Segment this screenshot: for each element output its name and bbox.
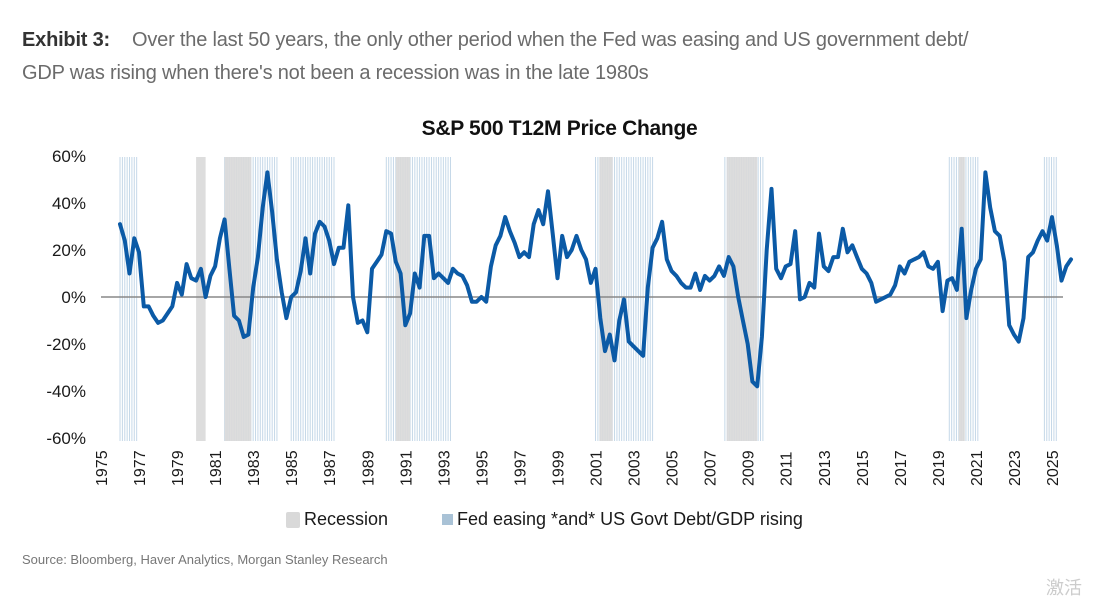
line-chart: 60% 40% 20% 0% -20% -40% -60% 1975 1977 1979 1981… <box>46 147 1073 486</box>
fed-easing-bands <box>119 157 1057 441</box>
legend: Recession Fed easing *and* US Govt Debt/… <box>0 509 1119 535</box>
x-tick-label: 2013 <box>817 450 834 486</box>
x-tick-label: 2007 <box>703 450 720 486</box>
x-tick-label: 2025 <box>1045 450 1062 486</box>
x-tick-label: 1993 <box>436 450 453 486</box>
y-tick-label: 60% <box>52 147 86 166</box>
x-tick-label: 1983 <box>246 450 263 486</box>
y-tick-label: -40% <box>46 382 86 401</box>
x-tick-label: 1975 <box>94 450 111 486</box>
y-tick-label: 20% <box>52 241 86 260</box>
y-tick-label: 0% <box>61 288 86 307</box>
recession-band <box>726 157 758 441</box>
y-tick-label: 40% <box>52 194 86 213</box>
x-tick-label: 2021 <box>969 450 986 486</box>
x-tick-label: 2005 <box>665 450 682 486</box>
x-tick-label: 2001 <box>589 450 606 486</box>
x-tick-label: 2011 <box>779 451 796 486</box>
exhibit-caption: Exhibit 3: Over the last 50 years, the on… <box>22 24 1112 90</box>
x-tick-label: 1977 <box>132 450 149 486</box>
x-tick-label: 1981 <box>208 450 225 486</box>
recession-band <box>958 157 965 441</box>
source-note: Source: Bloomberg, Haver Analytics, Morg… <box>22 552 388 567</box>
x-tick-label: 1989 <box>360 450 377 486</box>
chart-title: S&P 500 T12M Price Change <box>421 117 698 140</box>
x-tick-label: 2003 <box>627 450 644 486</box>
x-tick-label: 2015 <box>855 450 872 486</box>
exhibit-text-line-2: GDP was rising when there's not been a r… <box>22 62 649 84</box>
recession-band <box>599 157 613 441</box>
watermark: 激活 <box>1046 578 1082 598</box>
x-tick-label: 1999 <box>550 450 567 486</box>
x-tick-label: 1985 <box>284 450 301 486</box>
recession-swatch-icon <box>286 511 300 528</box>
exhibit-text-line-1: Over the last 50 years, the only other p… <box>132 29 969 51</box>
x-tick-label: 2023 <box>1007 450 1024 486</box>
x-tick-label: 2017 <box>893 450 910 486</box>
x-tick-label: 2019 <box>931 450 948 486</box>
x-tick-label: 1995 <box>474 450 491 486</box>
x-axis-tick-labels: 1975 1977 1979 1981 1983 1985 1987 1989 1991 1993… <box>94 450 1062 486</box>
recession-band <box>196 157 206 441</box>
x-tick-label: 1979 <box>170 450 187 486</box>
exhibit-line-1: Exhibit 3: Over the last 50 years, the on… <box>22 24 1112 57</box>
recession-bands <box>196 157 965 441</box>
recession-band <box>224 157 252 441</box>
y-tick-label: -20% <box>46 335 86 354</box>
legend-item-fed-easing: Fed easing *and* US Govt Debt/GDP rising <box>442 509 803 530</box>
exhibit-label: Exhibit 3: <box>22 29 111 51</box>
x-tick-label: 1997 <box>512 450 529 486</box>
x-tick-label: 1987 <box>322 450 339 486</box>
series-line-sp500-t12m <box>118 170 1073 389</box>
legend-label-recession: Recession <box>304 509 389 529</box>
fed-easing-swatch-icon <box>442 514 453 525</box>
x-tick-label: 1991 <box>398 450 415 486</box>
legend-label-fed-easing: Fed easing *and* US Govt Debt/GDP rising <box>457 509 803 529</box>
x-tick-label: 2009 <box>741 450 758 486</box>
legend-item-recession: Recession <box>286 509 388 530</box>
y-tick-label: -60% <box>46 429 86 448</box>
y-axis-tick-labels: 60% 40% 20% 0% -20% -40% -60% <box>46 147 86 448</box>
